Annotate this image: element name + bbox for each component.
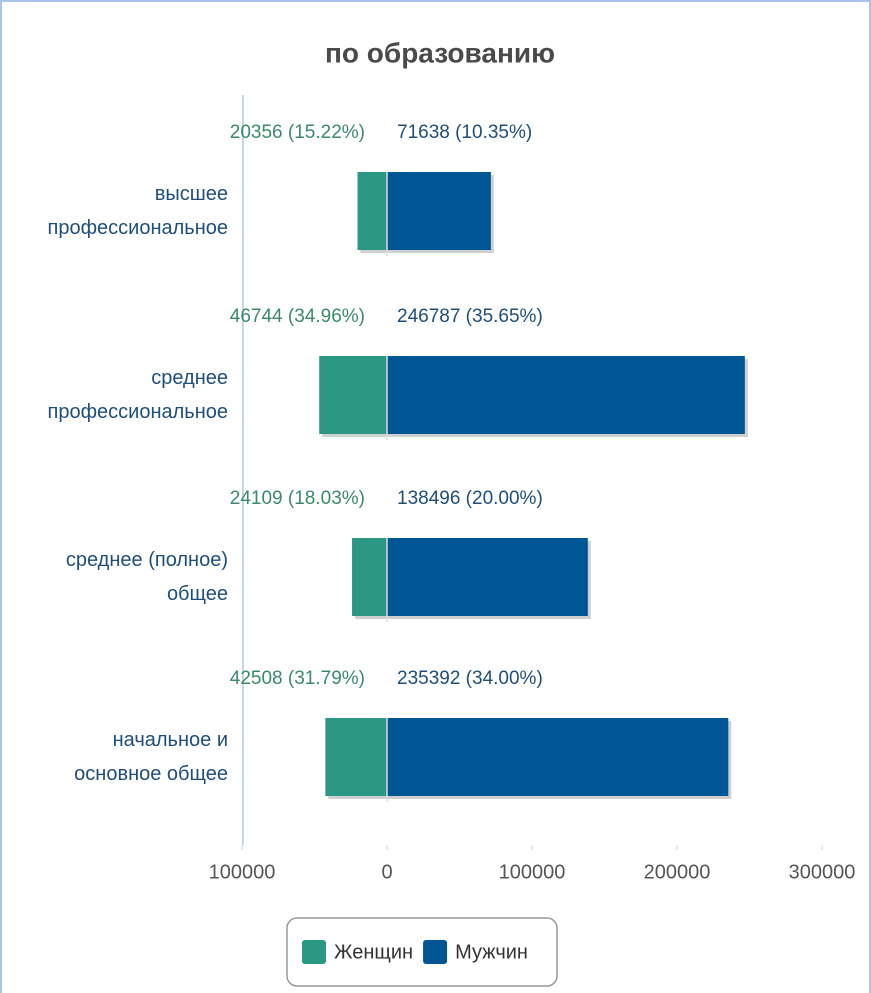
legend-label: Женщин — [334, 941, 413, 963]
data-label: 46744 (34.96%) — [230, 306, 365, 327]
data-label: 235392 (34.00%) — [397, 668, 543, 689]
data-label: 246787 (35.65%) — [397, 306, 543, 327]
x-tick-label: 100000 — [209, 861, 276, 883]
data-label: 71638 (10.35%) — [397, 122, 532, 143]
bar — [387, 718, 729, 796]
category-label: среднее профессиональное — [47, 367, 229, 423]
bar — [319, 356, 387, 434]
bar — [387, 356, 745, 434]
legend-label: Мужчин — [455, 941, 528, 963]
x-tick-label: 0 — [381, 861, 392, 883]
category-label: начальное и основное общее — [74, 729, 228, 785]
x-tick-label: 300000 — [789, 861, 856, 883]
data-label: 42508 (31.79%) — [230, 668, 365, 689]
chart-title: по образованию — [325, 37, 555, 68]
x-tick-label: 200000 — [644, 861, 711, 883]
legend-box — [286, 917, 558, 987]
bar — [357, 172, 387, 250]
data-label: 20356 (15.22%) — [230, 122, 365, 143]
bar — [387, 538, 588, 616]
legend-swatch — [423, 940, 448, 964]
bar — [387, 172, 491, 250]
x-tick-label: 100000 — [499, 861, 566, 883]
data-label: 138496 (20.00%) — [397, 488, 543, 509]
category-label: среднее (полное) общее — [65, 549, 228, 605]
legend-swatch — [302, 940, 326, 964]
bar — [325, 718, 387, 796]
bar — [352, 538, 387, 616]
category-label: высшее профессиональное — [47, 183, 229, 239]
data-label: 24109 (18.03%) — [230, 488, 365, 509]
